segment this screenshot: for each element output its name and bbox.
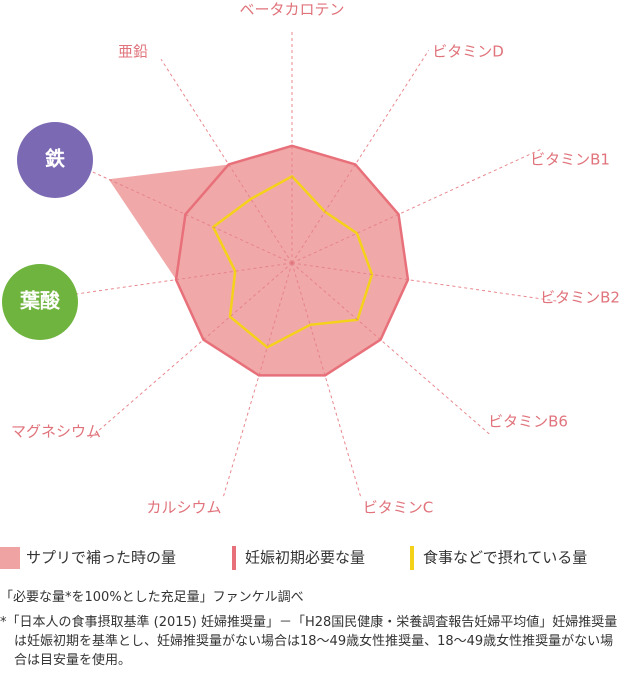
spoke-inner <box>291 262 409 281</box>
spoke-inner <box>203 262 293 341</box>
category-label: ビタミンB1 <box>530 151 610 169</box>
legend-label: サプリで補った時の量 <box>26 549 176 567</box>
spoke-inner <box>291 213 399 264</box>
spoke <box>222 262 293 499</box>
category-label: ベータカロテン <box>239 1 344 19</box>
spoke-inner <box>291 164 356 264</box>
category-label: 鉄 <box>45 147 65 171</box>
category-label: 亜鉛 <box>118 43 148 61</box>
legend-swatch <box>410 546 414 570</box>
note: *「日本人の食事摂取基準 (2015) 妊婦推奨量」－「H28国民健康・栄養調査… <box>0 615 618 668</box>
spoke-inner <box>175 262 293 281</box>
note: 「必要な量*を100%とした充足量」ファンケル調べ <box>0 590 304 605</box>
legend-label: 妊娠初期必要な量 <box>245 549 365 567</box>
area <box>108 145 408 376</box>
spoke-inner <box>291 262 381 341</box>
category-badge <box>17 122 93 198</box>
category-label: ビタミンD <box>432 43 504 61</box>
spoke <box>291 262 362 499</box>
spoke <box>291 148 542 264</box>
spoke-inner <box>228 164 293 264</box>
notes: 「必要な量*を100%とした充足量」ファンケル調べ *「日本人の食事摂取基準 (… <box>0 588 620 676</box>
category-label: マグネシウム <box>11 423 101 441</box>
legend-swatch <box>0 547 20 569</box>
spoke <box>160 58 293 264</box>
spoke-inner <box>258 262 293 376</box>
category-badge <box>2 264 78 340</box>
category-label: ビタミンC <box>363 499 433 517</box>
line <box>174 144 410 377</box>
legend-label: 食事などで摂れている量 <box>423 549 587 567</box>
category-label: カルシウム <box>146 499 221 517</box>
category-label: ビタミンB2 <box>540 289 620 307</box>
spoke-inner <box>291 262 326 376</box>
category-label: 葉酸 <box>19 289 61 313</box>
category-label: ビタミンB6 <box>488 413 568 431</box>
legend-swatch <box>232 546 236 570</box>
line <box>211 175 374 349</box>
